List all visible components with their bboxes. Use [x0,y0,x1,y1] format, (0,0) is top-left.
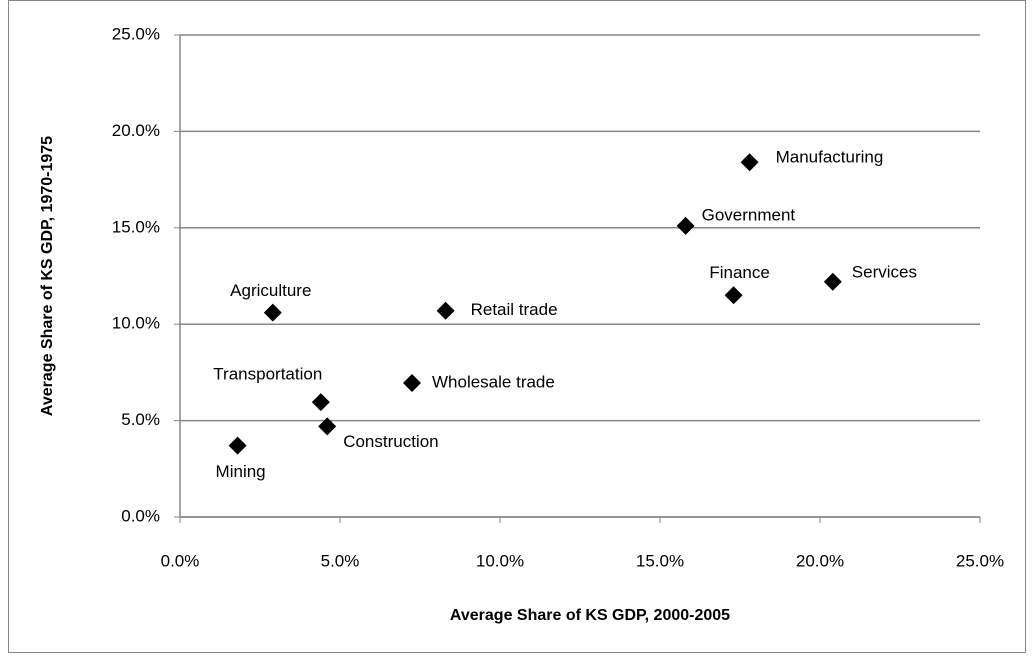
y-tick-label: 25.0% [112,24,160,43]
chart-border [8,0,1026,653]
point-label: Services [852,262,917,281]
point [403,374,421,393]
point [724,286,743,305]
x-tick-label: 25.0% [956,551,1004,570]
point-label: Finance [709,263,769,282]
point [228,436,247,455]
point-label: Retail trade [471,300,558,319]
point [823,272,842,291]
point [263,303,282,322]
y-tick-label: 15.0% [112,217,160,236]
point-label: Mining [216,462,266,481]
point [311,393,330,412]
point-label: Government [702,205,796,224]
point-label: Agriculture [230,281,311,300]
point-label: Wholesale trade [432,372,555,391]
y-tick-label: 10.0% [112,314,160,333]
x-tick-label: 10.0% [476,551,524,570]
point [676,216,695,235]
x-axis-title: Average Share of KS GDP, 2000-2005 [450,607,730,624]
point [740,153,759,172]
point-label: Construction [343,432,438,451]
x-tick-label: 15.0% [636,551,684,570]
point [318,417,337,436]
y-axis-title: Average Share of KS GDP, 1970-1975 [39,136,56,416]
point [436,301,455,320]
x-tick-label: 5.0% [321,551,360,570]
point-label: Transportation [213,365,322,384]
y-tick-label: 5.0% [121,410,160,429]
y-tick-label: 20.0% [112,121,160,140]
point-label: Manufacturing [776,148,884,167]
x-tick-label: 0.0% [161,551,200,570]
x-tick-label: 20.0% [796,551,844,570]
y-tick-label: 0.0% [121,506,160,525]
